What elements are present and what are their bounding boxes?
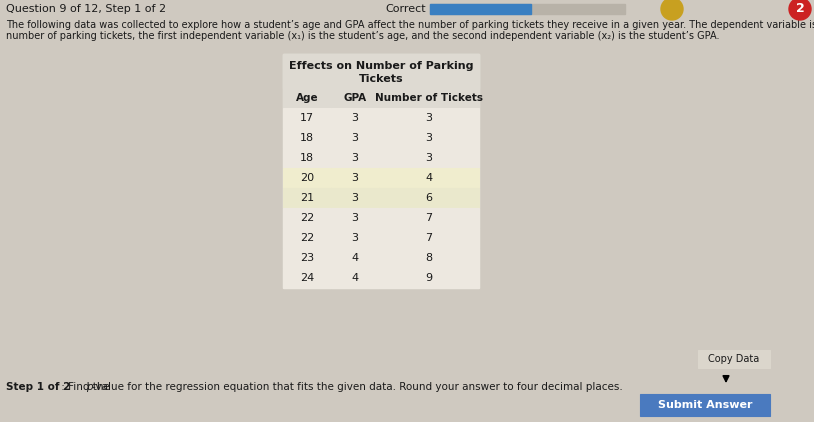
Text: -value for the regression equation that fits the given data. Round your answer t: -value for the regression equation that … xyxy=(92,382,623,392)
Bar xyxy=(331,208,379,228)
Text: 9: 9 xyxy=(426,273,432,283)
Bar xyxy=(379,128,479,148)
Bar xyxy=(331,228,379,248)
Text: 24: 24 xyxy=(300,273,314,283)
Bar xyxy=(331,188,379,208)
Text: 20: 20 xyxy=(300,173,314,183)
Bar xyxy=(379,208,479,228)
Text: 4: 4 xyxy=(426,173,432,183)
Bar xyxy=(379,188,479,208)
Bar xyxy=(379,268,479,288)
Text: Question 9 of 12, Step 1 of 2: Question 9 of 12, Step 1 of 2 xyxy=(6,4,166,14)
Text: Effects on Number of Parking: Effects on Number of Parking xyxy=(289,61,473,71)
Bar xyxy=(379,168,479,188)
Bar xyxy=(283,248,331,268)
Text: 3: 3 xyxy=(352,113,358,123)
Text: 3: 3 xyxy=(352,153,358,163)
Text: Tickets: Tickets xyxy=(359,75,403,84)
Text: 3: 3 xyxy=(352,133,358,143)
Text: 3: 3 xyxy=(426,133,432,143)
Text: 18: 18 xyxy=(300,153,314,163)
Text: 3: 3 xyxy=(352,173,358,183)
Bar xyxy=(283,88,331,108)
Text: 3: 3 xyxy=(352,193,358,203)
Text: 18: 18 xyxy=(300,133,314,143)
Bar xyxy=(430,4,625,14)
Text: 3: 3 xyxy=(352,213,358,223)
Bar xyxy=(331,148,379,168)
Bar xyxy=(283,54,479,288)
Text: 23: 23 xyxy=(300,253,314,263)
Bar xyxy=(430,4,532,14)
Text: 17: 17 xyxy=(300,113,314,123)
Bar xyxy=(331,108,379,128)
Bar xyxy=(379,108,479,128)
Bar xyxy=(283,168,331,188)
Bar xyxy=(379,148,479,168)
Bar xyxy=(283,268,331,288)
Bar xyxy=(283,228,331,248)
Text: 3: 3 xyxy=(426,153,432,163)
Text: 22: 22 xyxy=(300,213,314,223)
Bar xyxy=(331,268,379,288)
Text: Submit Answer: Submit Answer xyxy=(658,400,752,410)
Bar xyxy=(283,54,479,88)
Bar xyxy=(283,128,331,148)
Text: : Find the: : Find the xyxy=(58,382,113,392)
Text: 7: 7 xyxy=(426,233,432,243)
Bar xyxy=(698,350,770,368)
Bar xyxy=(331,88,379,108)
Circle shape xyxy=(661,0,683,20)
Text: 6: 6 xyxy=(426,193,432,203)
Text: GPA: GPA xyxy=(344,93,366,103)
Bar xyxy=(283,108,331,128)
Bar xyxy=(331,248,379,268)
Text: Step 1 of 2: Step 1 of 2 xyxy=(6,382,70,392)
Text: Correct: Correct xyxy=(385,4,426,14)
Text: 3: 3 xyxy=(352,233,358,243)
Text: p: p xyxy=(86,382,93,392)
Bar xyxy=(331,168,379,188)
Circle shape xyxy=(789,0,811,20)
Text: 21: 21 xyxy=(300,193,314,203)
Bar xyxy=(640,394,770,416)
Text: 22: 22 xyxy=(300,233,314,243)
Text: The following data was collected to explore how a student’s age and GPA affect t: The following data was collected to expl… xyxy=(6,20,814,30)
Text: Number of Tickets: Number of Tickets xyxy=(375,93,483,103)
Text: Age: Age xyxy=(295,93,318,103)
Text: 4: 4 xyxy=(352,273,358,283)
Text: Copy Data: Copy Data xyxy=(708,354,759,364)
Bar xyxy=(379,228,479,248)
Text: 3: 3 xyxy=(426,113,432,123)
Text: 4: 4 xyxy=(352,253,358,263)
Text: 8: 8 xyxy=(426,253,432,263)
Bar xyxy=(283,148,331,168)
Bar xyxy=(283,208,331,228)
Text: number of parking tickets, the first independent variable (x₁) is the student’s : number of parking tickets, the first ind… xyxy=(6,31,720,41)
Bar xyxy=(379,88,479,108)
Bar xyxy=(283,188,331,208)
Text: 7: 7 xyxy=(426,213,432,223)
Bar xyxy=(331,128,379,148)
Bar xyxy=(379,248,479,268)
Text: 2: 2 xyxy=(795,3,804,16)
